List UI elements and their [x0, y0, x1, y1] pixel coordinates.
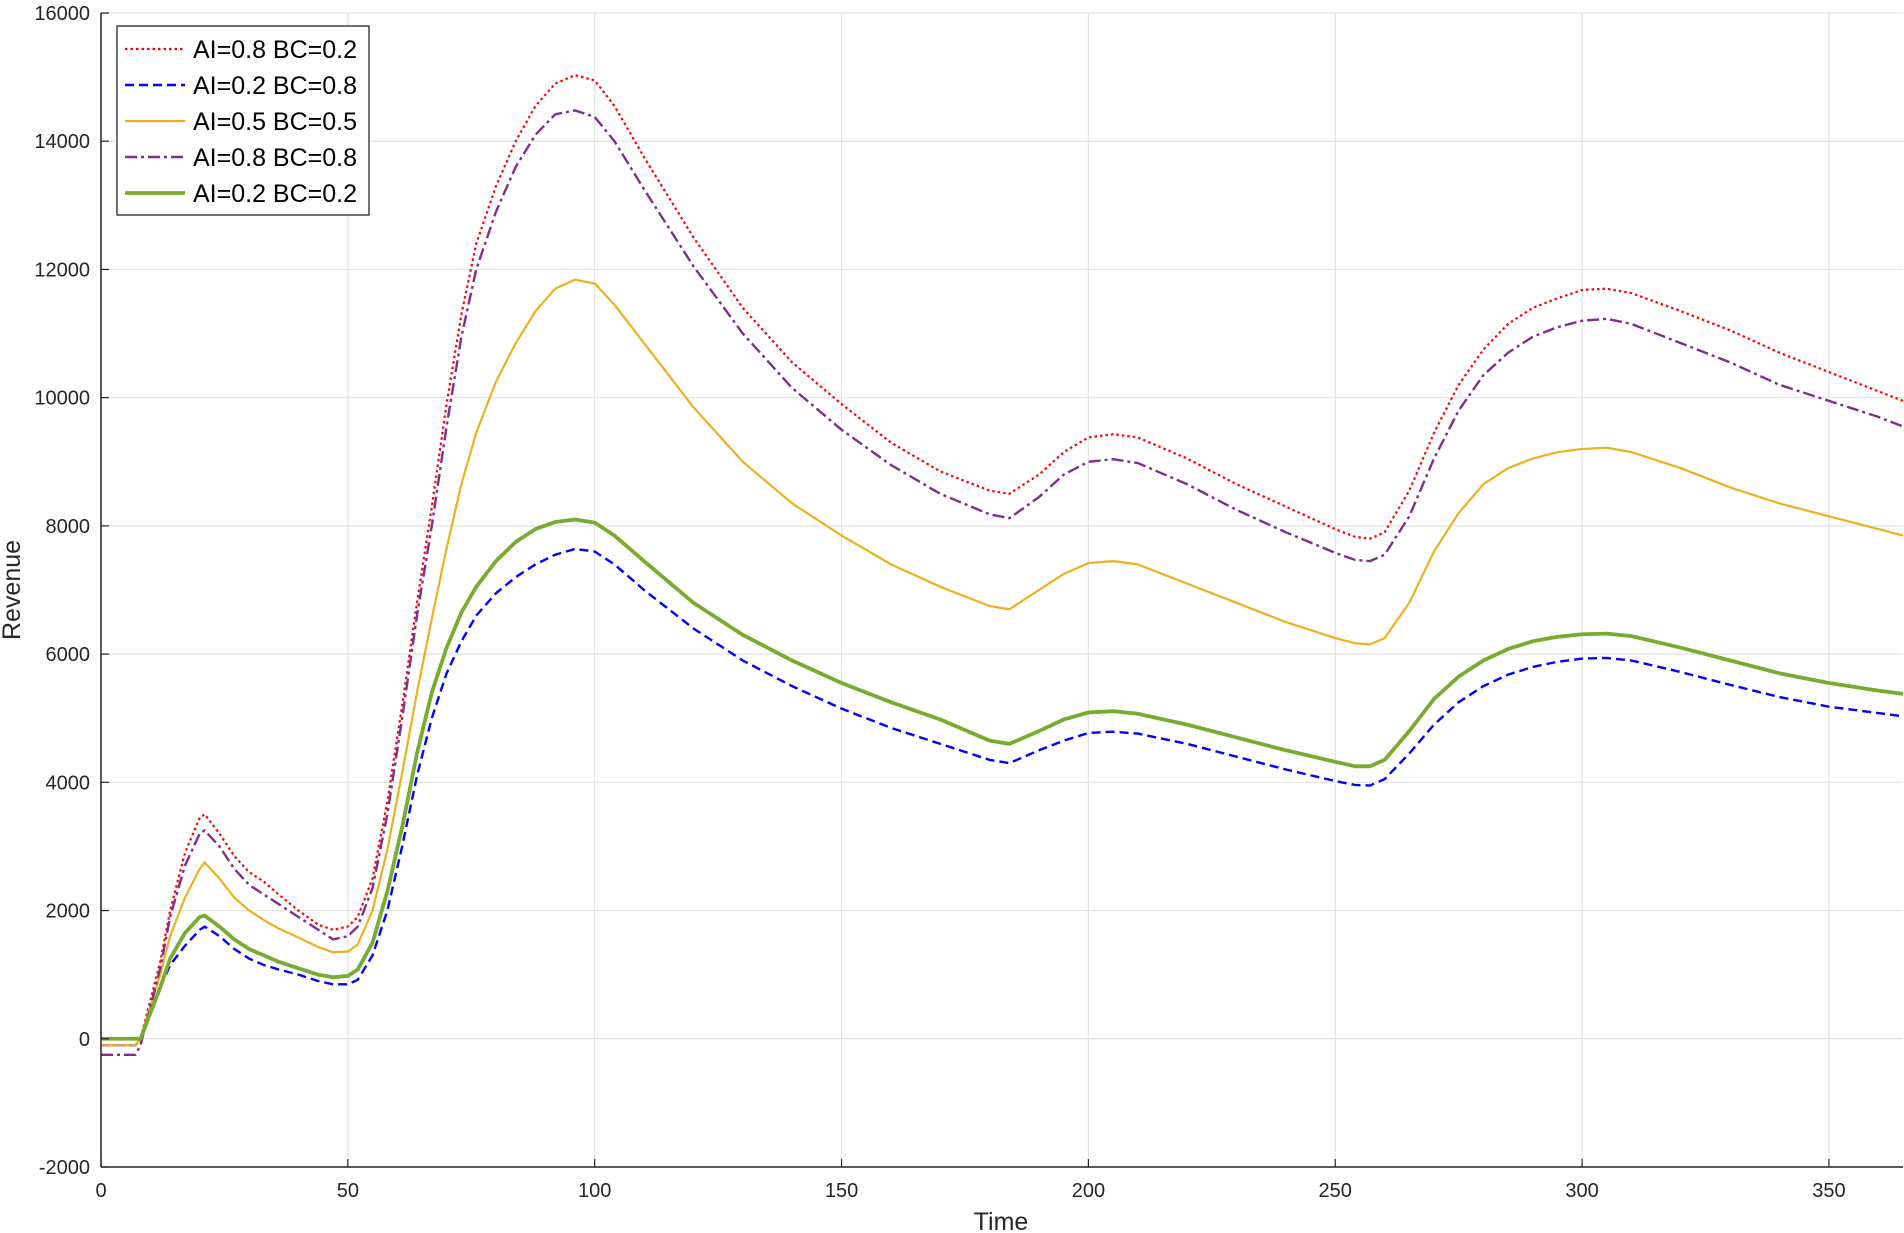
y-tick-label: 16000	[34, 3, 90, 25]
legend-label-5: AI=0.2 BC=0.2	[193, 180, 357, 208]
series-line-3	[101, 278, 1904, 1047]
y-tick-label: 8000	[46, 516, 91, 538]
axes	[100, 12, 1903, 1168]
legend-label-1: AI=0.8 BC=0.2	[193, 36, 357, 64]
x-tick-label: 250	[1319, 1180, 1352, 1202]
x-tick-label: 0	[95, 1180, 106, 1202]
y-tick-label: 4000	[46, 772, 91, 794]
x-tick-label: 350	[1812, 1180, 1845, 1202]
y-tick-label: 12000	[34, 259, 90, 281]
series-line-5	[101, 517, 1904, 1041]
plot-background	[101, 13, 1903, 1167]
x-tick-label: 100	[578, 1180, 611, 1202]
x-axis-title: Time	[974, 1208, 1029, 1233]
legend-label-3: AI=0.5 BC=0.5	[193, 108, 357, 136]
x-tick-label: 200	[1072, 1180, 1105, 1202]
series-line-4	[101, 109, 1904, 1057]
y-axis-title: Revenue	[0, 540, 26, 640]
tick-labels: 0 50 100 150 200 250 300 350-200002000400060008…	[34, 3, 1845, 1202]
series-line-2	[101, 547, 1904, 1047]
y-tick-label: 0	[79, 1029, 90, 1051]
y-tick-label: -2000	[39, 1157, 90, 1179]
y-tick-label: 6000	[46, 644, 91, 666]
y-tick-label: 2000	[46, 901, 91, 923]
legend-label-2: AI=0.2 BC=0.8	[193, 72, 357, 100]
x-tick-label: 300	[1565, 1180, 1598, 1202]
y-tick-label: 14000	[34, 131, 90, 153]
series-line-1	[101, 74, 1904, 1047]
legend-label-4: AI=0.8 BC=0.8	[193, 144, 357, 172]
series-lines	[101, 74, 1904, 1057]
y-tick-label: 10000	[34, 388, 90, 410]
x-tick-label: 50	[337, 1180, 359, 1202]
x-tick-label: 150	[825, 1180, 858, 1202]
legend: AI=0.8 BC=0.2 AI=0.2 BC=0.8 AI=0.5 BC=0.5 A…	[116, 25, 370, 216]
